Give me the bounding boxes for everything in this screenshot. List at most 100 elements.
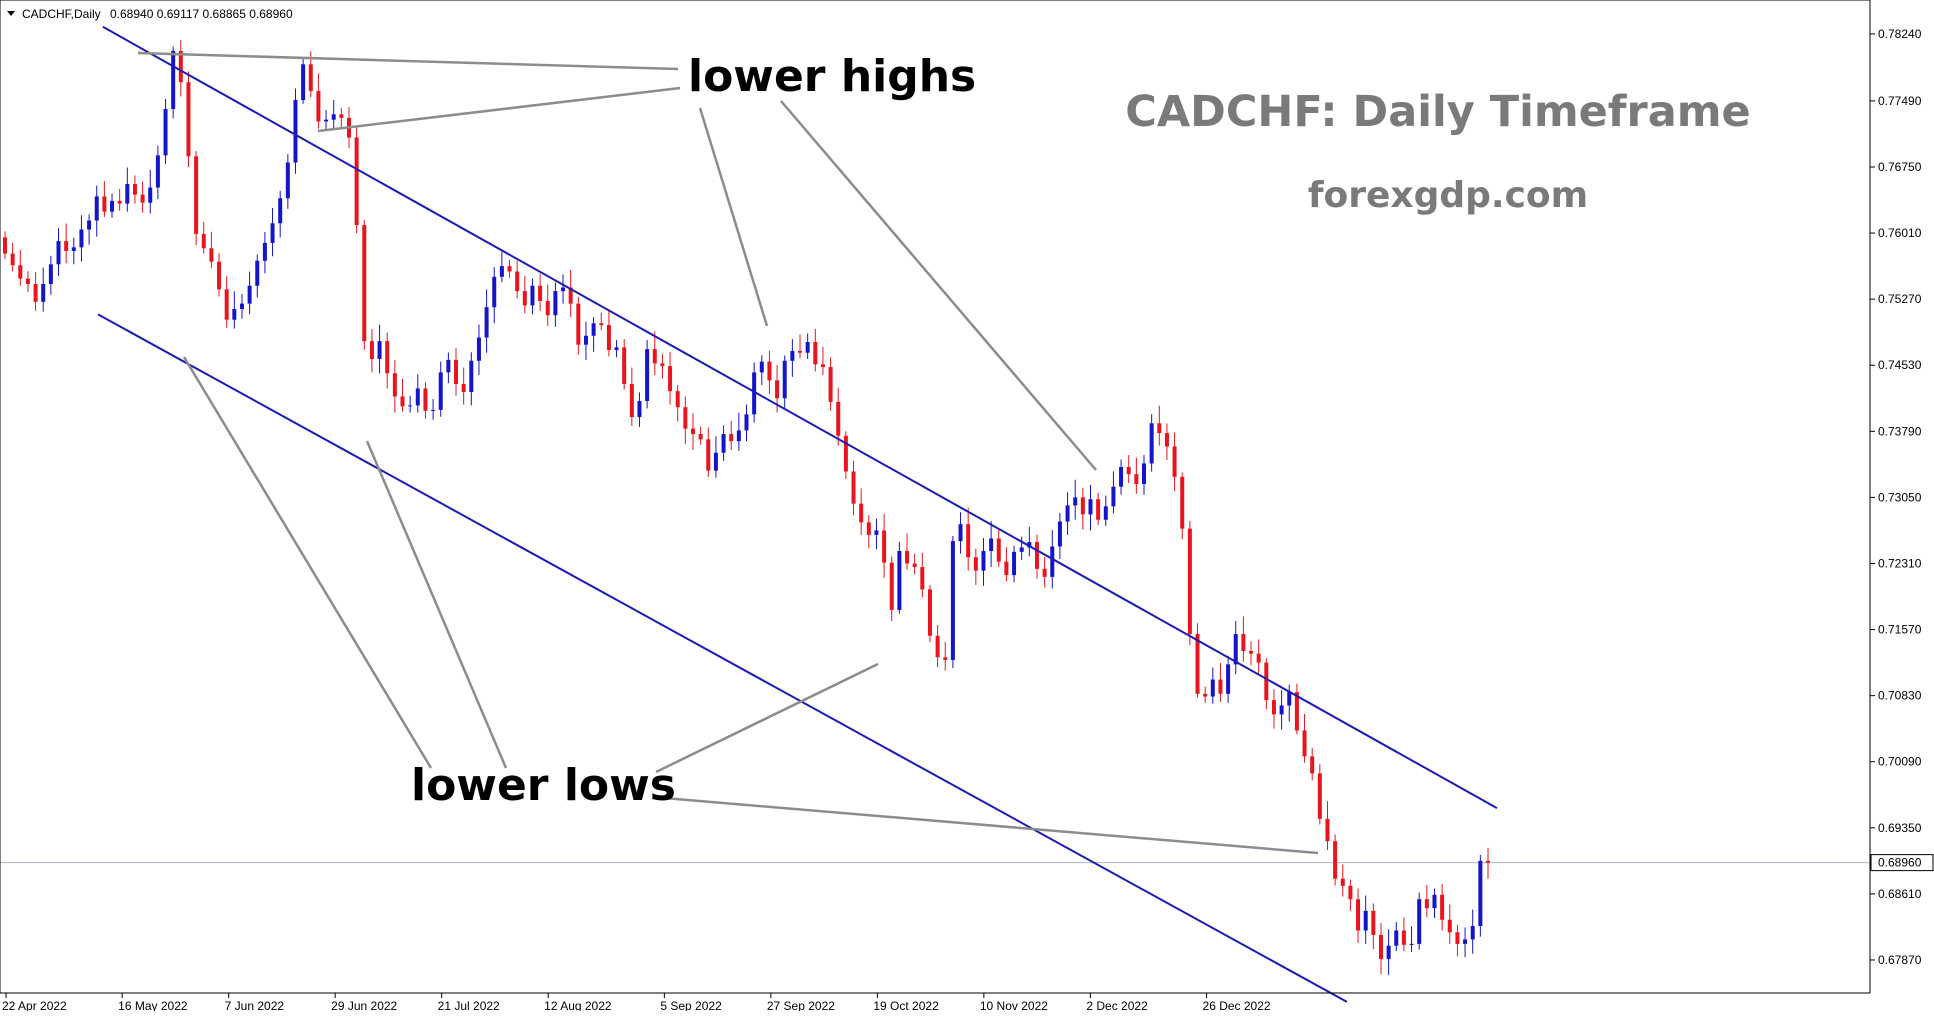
candle-body [645, 349, 650, 401]
candle-body [431, 409, 436, 411]
candle-body [1195, 634, 1200, 694]
symbol-label: CADCHF,Daily [22, 7, 101, 21]
candle-body [316, 91, 321, 122]
candle-body [637, 400, 642, 418]
x-tick-label: 27 Sep 2022 [767, 999, 835, 1011]
candle-body [866, 522, 871, 535]
dropdown-triangle-icon [7, 11, 15, 16]
candle-body [1363, 910, 1368, 931]
candle-body [1294, 692, 1299, 731]
candle-body [1340, 878, 1345, 886]
chart-title: CADCHF: Daily Timeframe [1125, 87, 1750, 137]
candle-body [1394, 930, 1399, 946]
candle-body [41, 283, 46, 302]
candle-body [683, 407, 688, 429]
candle-body [920, 567, 925, 590]
pointer-low-4 [663, 796, 1319, 855]
candle-body [522, 291, 527, 306]
y-tick-label: 0.73050 [1878, 490, 1922, 504]
candle-body [1226, 664, 1231, 694]
candle-body [25, 278, 30, 284]
candle-body [1149, 423, 1154, 464]
candle-body [1012, 551, 1017, 576]
candle-body [775, 380, 780, 399]
y-tick-label: 0.73790 [1878, 424, 1922, 438]
candle-body [10, 253, 15, 266]
ohlc-values: 0.68940 0.69117 0.68865 0.68960 [110, 7, 293, 21]
x-tick-label: 19 Oct 2022 [873, 999, 939, 1011]
candle-body [1034, 542, 1039, 569]
candle-body [285, 162, 290, 199]
candle-body [790, 350, 795, 361]
x-tick-label: 5 Sep 2022 [660, 999, 722, 1011]
candle-body [1486, 860, 1490, 863]
candle-body [782, 360, 787, 399]
candle-body [209, 248, 214, 262]
candle-body [110, 200, 115, 212]
candle-body [507, 266, 512, 272]
candle-body [805, 342, 810, 353]
y-tick-label: 0.67870 [1878, 953, 1922, 967]
candle-body [232, 308, 237, 320]
candle-body [1455, 932, 1460, 944]
candle-body [561, 287, 566, 292]
pointer-high-2 [317, 86, 681, 133]
x-tick-label: 12 Aug 2022 [544, 999, 612, 1011]
candle-body [1348, 885, 1353, 900]
candle-body [94, 196, 99, 221]
candle-body [583, 335, 588, 345]
candle-body [1065, 505, 1070, 522]
candle-body [1256, 653, 1261, 663]
candle-body [1180, 476, 1185, 529]
y-tick-label: 0.75270 [1878, 292, 1922, 306]
candle-body [1164, 433, 1169, 447]
candle-body [1440, 894, 1445, 920]
candle-body [163, 108, 168, 156]
candle-body [981, 550, 986, 571]
candle-body [102, 196, 107, 212]
candle-body [859, 503, 864, 523]
candle-body [1088, 499, 1093, 515]
candle-body [614, 347, 619, 351]
candle-body [568, 287, 573, 304]
candle-body [1333, 841, 1338, 879]
candle-body [400, 396, 405, 407]
candle-body [1172, 446, 1177, 477]
candle-body [729, 433, 734, 442]
candle-body [958, 524, 963, 542]
y-tick-label: 0.70090 [1878, 755, 1922, 769]
candle-body [385, 341, 390, 374]
candle-body [125, 183, 130, 204]
candle-body [698, 433, 703, 440]
candle-body [48, 264, 53, 284]
candle-body [1103, 506, 1108, 520]
overlay-lines-layer [97, 25, 1498, 1003]
candle-body [744, 414, 749, 431]
candle-body [186, 82, 191, 157]
candle-body [1409, 943, 1414, 945]
candle-body [545, 300, 550, 316]
y-tick-label: 0.76750 [1878, 160, 1922, 174]
candle-body [224, 289, 229, 320]
candle-body [912, 563, 917, 568]
candle-body [469, 360, 474, 393]
y-tick-label: 0.77490 [1878, 94, 1922, 108]
candles-layer [3, 40, 1490, 976]
candle-body [889, 562, 894, 610]
candle-body [599, 323, 604, 326]
candle-body [423, 388, 428, 411]
candle-body [668, 366, 673, 392]
candle-body [1386, 945, 1391, 960]
candle-body [966, 524, 971, 558]
y-tick-label: 0.69350 [1878, 821, 1922, 835]
candle-body [369, 341, 374, 359]
candle-body [278, 198, 283, 224]
candle-body [1264, 662, 1269, 701]
y-tick-label: 0.70830 [1878, 689, 1922, 703]
candle-body [1119, 467, 1124, 487]
candle-body [408, 405, 413, 407]
candle-body [331, 114, 336, 120]
candle-body [927, 589, 932, 636]
